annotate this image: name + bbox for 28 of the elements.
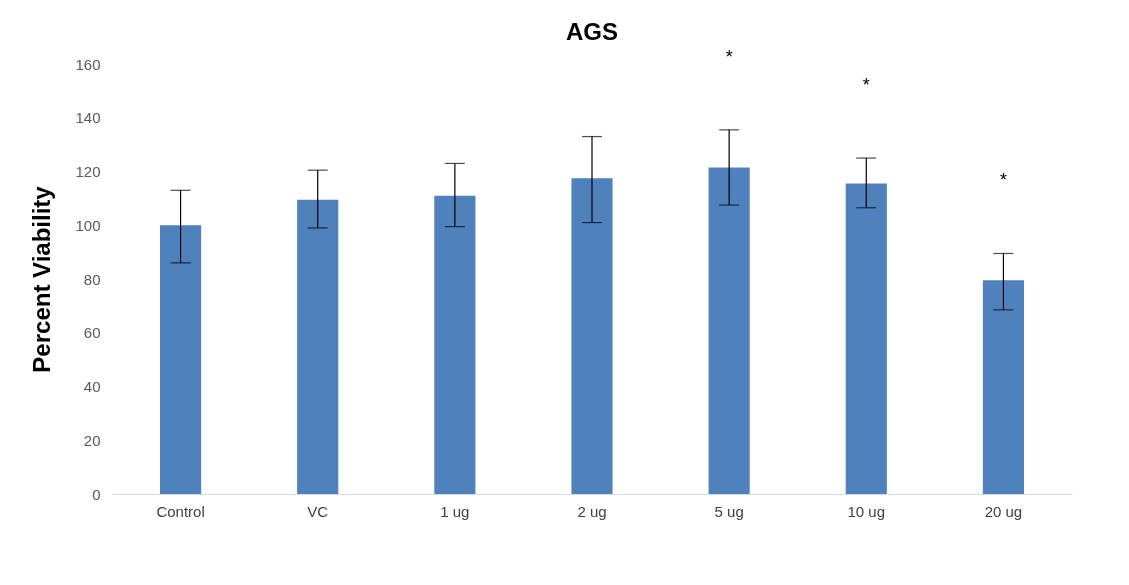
annotation: * bbox=[862, 75, 870, 96]
chart-title: AGS bbox=[565, 17, 619, 45]
bar bbox=[434, 195, 476, 494]
y-tick-label: 100 bbox=[75, 216, 101, 234]
x-tick-label: 10 ug bbox=[847, 502, 886, 520]
x-tick-label: 5 ug bbox=[714, 502, 744, 520]
y-tick-label: 60 bbox=[83, 324, 101, 342]
bar bbox=[160, 225, 202, 494]
y-tick-label: 140 bbox=[75, 109, 101, 127]
x-tick-label: 20 ug bbox=[984, 502, 1023, 520]
y-tick-label: 80 bbox=[83, 270, 101, 288]
y-tick-label: 160 bbox=[75, 55, 101, 73]
x-tick-label: 2 ug bbox=[577, 502, 607, 520]
y-tick-label: 40 bbox=[83, 378, 101, 395]
y-tick-label: 120 bbox=[75, 163, 101, 180]
annotation: * bbox=[725, 46, 733, 67]
bar bbox=[571, 178, 613, 494]
bar bbox=[708, 167, 750, 494]
x-tick-label: Control bbox=[156, 502, 205, 520]
y-axis-title: Percent Viability bbox=[28, 185, 56, 373]
x-tick-label: 1 ug bbox=[440, 502, 470, 520]
x-tick-label: VC bbox=[307, 502, 329, 520]
bar bbox=[297, 199, 339, 494]
bar bbox=[845, 183, 887, 494]
bar bbox=[982, 280, 1024, 494]
y-tick-label: 20 bbox=[83, 431, 101, 449]
annotation: * bbox=[999, 170, 1007, 191]
y-tick-label: 0 bbox=[92, 485, 101, 503]
